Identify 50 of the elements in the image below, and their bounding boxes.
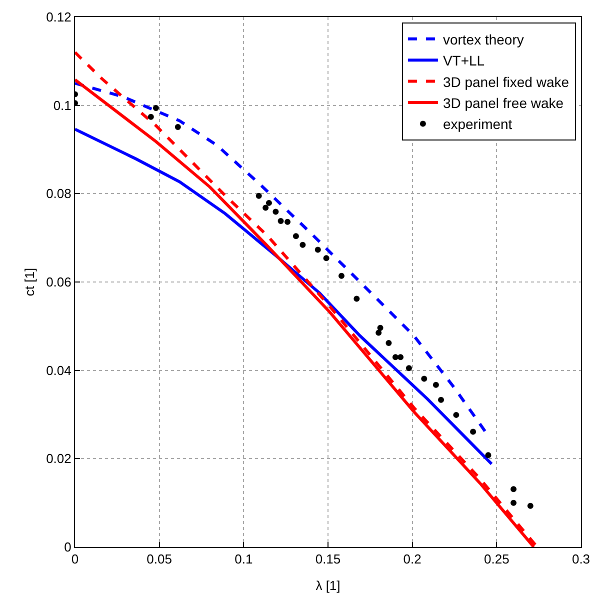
point — [527, 502, 534, 509]
point — [432, 382, 439, 388]
legend-label: 3D panel fixed wake — [442, 74, 570, 90]
y-tick-label: 0.1 — [53, 98, 72, 113]
point — [386, 340, 392, 346]
point — [256, 192, 262, 199]
y-tick-label: 0.06 — [46, 274, 72, 290]
x-tick-label: 0.3 — [572, 552, 590, 567]
point — [453, 412, 460, 418]
point — [470, 428, 476, 435]
point — [510, 500, 517, 506]
point — [392, 354, 398, 360]
point — [284, 218, 291, 225]
x-axis-title: λ [1] — [316, 578, 340, 594]
legend-label: vortex theory — [442, 31, 524, 48]
y-tick-label: 0.02 — [46, 451, 72, 466]
point — [406, 365, 412, 372]
point — [300, 242, 306, 248]
point — [272, 208, 279, 215]
y-tick-label: 0.12 — [46, 10, 72, 25]
x-tick-label: 0.1 — [234, 552, 253, 567]
point — [421, 376, 428, 382]
y-tick-label: 0.08 — [46, 186, 72, 202]
legend-label: VT+LL — [442, 52, 485, 69]
point — [314, 246, 321, 253]
x-tick-label: 0.05 — [146, 552, 172, 567]
point — [323, 255, 330, 262]
point — [174, 124, 181, 130]
point — [278, 218, 284, 224]
point — [152, 104, 159, 111]
point — [376, 330, 382, 336]
y-axis-title: ct [1] — [22, 268, 38, 296]
point — [510, 486, 517, 492]
x-tick-label: 0.15 — [315, 552, 341, 567]
point — [377, 324, 384, 331]
legend-label: experiment — [442, 116, 512, 132]
point — [438, 396, 444, 403]
point — [148, 114, 154, 120]
y-tick-label: 0.04 — [46, 362, 72, 378]
point — [262, 204, 269, 211]
x-tick-label: 0.25 — [484, 552, 510, 567]
point — [292, 233, 299, 240]
point — [398, 354, 404, 360]
y-tick-label: 0 — [64, 540, 72, 555]
point — [485, 452, 492, 458]
point — [266, 200, 272, 206]
x-tick-label: 0.2 — [403, 552, 422, 567]
point — [338, 272, 344, 279]
point — [354, 296, 360, 302]
legend-label: 3D panel free wake — [442, 94, 564, 111]
